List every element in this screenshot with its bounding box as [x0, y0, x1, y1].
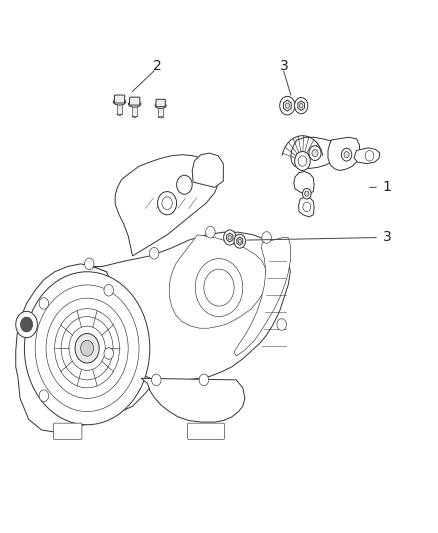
Polygon shape: [132, 116, 138, 118]
Circle shape: [344, 151, 349, 158]
Circle shape: [224, 230, 236, 245]
Polygon shape: [283, 100, 291, 111]
Polygon shape: [141, 378, 245, 422]
Text: 1: 1: [382, 180, 391, 195]
Circle shape: [25, 272, 150, 425]
Polygon shape: [117, 114, 122, 116]
Polygon shape: [294, 172, 314, 193]
Polygon shape: [328, 138, 360, 171]
Circle shape: [205, 227, 215, 238]
Polygon shape: [115, 155, 219, 256]
Circle shape: [277, 319, 286, 330]
Circle shape: [75, 334, 99, 363]
Ellipse shape: [113, 99, 126, 105]
Circle shape: [294, 98, 308, 114]
Polygon shape: [226, 233, 233, 242]
Polygon shape: [169, 235, 267, 328]
Polygon shape: [158, 117, 163, 118]
FancyBboxPatch shape: [156, 99, 165, 107]
Circle shape: [365, 150, 374, 161]
Circle shape: [299, 103, 303, 108]
Polygon shape: [354, 148, 380, 164]
Bar: [117, 102, 122, 114]
Circle shape: [234, 234, 245, 248]
Circle shape: [303, 189, 311, 199]
Circle shape: [312, 149, 318, 157]
Circle shape: [177, 175, 192, 194]
Circle shape: [104, 348, 113, 359]
Circle shape: [152, 374, 161, 386]
Circle shape: [262, 232, 271, 243]
Circle shape: [162, 197, 172, 209]
Polygon shape: [298, 101, 304, 110]
Polygon shape: [192, 153, 223, 188]
Circle shape: [228, 236, 232, 239]
Circle shape: [104, 285, 113, 296]
Circle shape: [81, 341, 94, 356]
Text: 2: 2: [153, 59, 162, 73]
Circle shape: [39, 390, 49, 401]
FancyBboxPatch shape: [187, 423, 225, 440]
Circle shape: [285, 103, 290, 108]
Circle shape: [204, 269, 234, 306]
Circle shape: [298, 156, 307, 166]
Circle shape: [295, 151, 310, 171]
FancyBboxPatch shape: [114, 95, 125, 103]
Circle shape: [199, 374, 208, 386]
Bar: [158, 106, 163, 117]
Circle shape: [158, 191, 177, 215]
Circle shape: [304, 191, 309, 196]
Text: 3: 3: [382, 230, 391, 245]
Circle shape: [195, 259, 243, 317]
Circle shape: [280, 96, 295, 115]
Circle shape: [149, 247, 159, 259]
Circle shape: [16, 311, 37, 338]
Text: 3: 3: [279, 59, 288, 73]
Polygon shape: [234, 238, 290, 356]
Circle shape: [303, 202, 311, 212]
FancyBboxPatch shape: [130, 97, 140, 105]
Polygon shape: [299, 197, 314, 217]
Circle shape: [85, 258, 94, 270]
Polygon shape: [16, 264, 159, 433]
Circle shape: [21, 317, 32, 332]
FancyBboxPatch shape: [53, 423, 82, 440]
Bar: [132, 104, 138, 116]
Circle shape: [309, 146, 321, 160]
Ellipse shape: [128, 101, 141, 107]
Polygon shape: [87, 232, 290, 381]
Ellipse shape: [155, 103, 166, 108]
Circle shape: [238, 239, 241, 243]
Polygon shape: [291, 138, 341, 168]
Circle shape: [39, 297, 49, 309]
Polygon shape: [237, 237, 243, 245]
Circle shape: [341, 148, 352, 161]
